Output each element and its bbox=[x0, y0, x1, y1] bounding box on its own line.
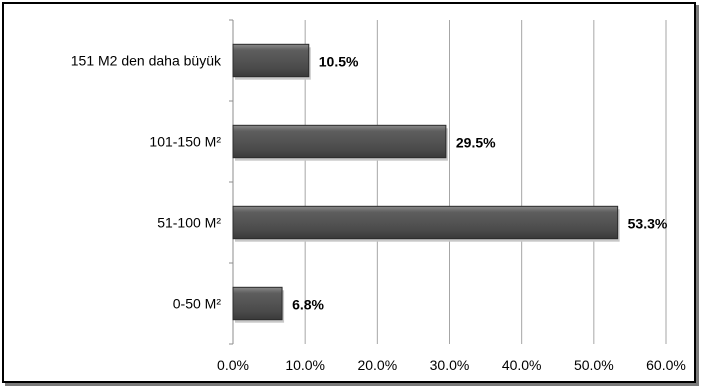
bar bbox=[233, 206, 618, 238]
x-tick-label: 40.0% bbox=[502, 357, 542, 373]
bars bbox=[233, 44, 620, 322]
data-label: 6.8% bbox=[292, 297, 324, 313]
bar bbox=[233, 125, 446, 157]
x-tick-label: 60.0% bbox=[646, 357, 686, 373]
gridlines bbox=[305, 20, 666, 344]
x-tick-label: 20.0% bbox=[357, 357, 397, 373]
category-label: 51-100 M² bbox=[157, 215, 221, 231]
x-tick-label: 0.0% bbox=[217, 357, 249, 373]
bar bbox=[233, 44, 309, 76]
category-label: 151 M2 den daha büyük bbox=[71, 53, 222, 69]
category-label: 101-150 M² bbox=[149, 134, 221, 150]
x-tick-label: 30.0% bbox=[430, 357, 470, 373]
bar bbox=[233, 287, 282, 319]
data-label: 10.5% bbox=[319, 54, 359, 70]
category-label: 0-50 M² bbox=[173, 296, 222, 312]
axes bbox=[229, 20, 233, 344]
x-tick-label: 10.0% bbox=[285, 357, 325, 373]
data-label: 53.3% bbox=[628, 216, 668, 232]
data-label: 29.5% bbox=[456, 135, 496, 151]
x-tick-label: 50.0% bbox=[574, 357, 614, 373]
